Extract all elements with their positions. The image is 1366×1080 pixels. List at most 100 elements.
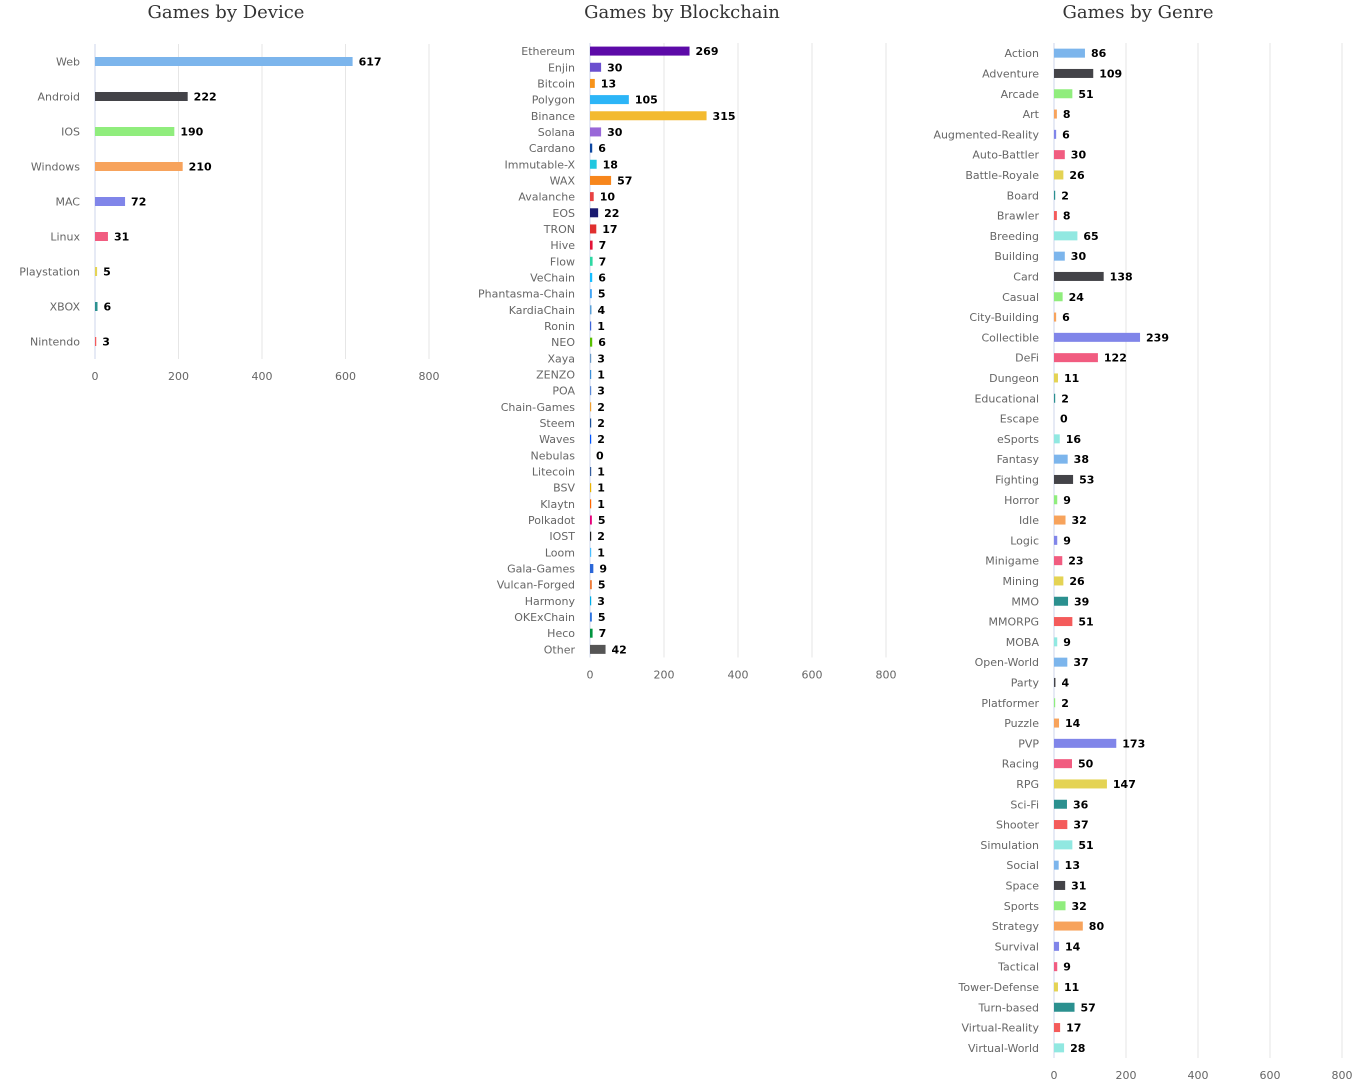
bar-horror[interactable] bbox=[1054, 495, 1058, 505]
bar-ios[interactable] bbox=[95, 127, 175, 136]
bar-binance[interactable] bbox=[590, 111, 707, 121]
bar-phantasma-chain[interactable] bbox=[590, 289, 592, 299]
bar-linux[interactable] bbox=[95, 232, 108, 241]
bar-racing[interactable] bbox=[1054, 759, 1072, 769]
bar-moba[interactable] bbox=[1054, 637, 1058, 647]
bar-avalanche[interactable] bbox=[590, 192, 594, 202]
bar-tron[interactable] bbox=[590, 224, 597, 234]
bar-wax[interactable] bbox=[590, 175, 612, 185]
bar-bsv[interactable] bbox=[590, 483, 592, 493]
data-label-collectible: 239 bbox=[1146, 331, 1169, 344]
bar-rpg[interactable] bbox=[1054, 779, 1107, 789]
bar-educational[interactable] bbox=[1054, 393, 1056, 403]
bar-ethereum[interactable] bbox=[590, 46, 690, 56]
bar-tactical[interactable] bbox=[1054, 962, 1058, 972]
bar-board[interactable] bbox=[1054, 190, 1056, 200]
bar-idle[interactable] bbox=[1054, 515, 1066, 525]
bar-fighting[interactable] bbox=[1054, 474, 1074, 484]
bar-poa[interactable] bbox=[590, 386, 592, 396]
bar-augmented-reality[interactable] bbox=[1054, 129, 1057, 139]
bar-space[interactable] bbox=[1054, 880, 1066, 890]
bar-simulation[interactable] bbox=[1054, 840, 1073, 850]
data-label-sci-fi: 36 bbox=[1073, 798, 1089, 811]
bar-playstation[interactable] bbox=[95, 267, 98, 276]
bar-harmony[interactable] bbox=[590, 596, 592, 606]
bar-art[interactable] bbox=[1054, 109, 1057, 119]
bar-web[interactable] bbox=[95, 57, 353, 66]
bar-city-building[interactable] bbox=[1054, 312, 1057, 322]
bar-nintendo[interactable] bbox=[95, 337, 97, 346]
bar-puzzle[interactable] bbox=[1054, 718, 1060, 728]
bar-okexchain[interactable] bbox=[590, 612, 592, 622]
bar-hive[interactable] bbox=[590, 240, 593, 250]
bar-xbox[interactable] bbox=[95, 302, 98, 311]
bar-enjin[interactable] bbox=[590, 62, 602, 72]
bar-tower-defense[interactable] bbox=[1054, 982, 1058, 992]
bar-adventure[interactable] bbox=[1054, 68, 1094, 78]
bar-building[interactable] bbox=[1054, 251, 1065, 261]
chart-title: Games by Blockchain bbox=[584, 2, 780, 23]
bar-cardano[interactable] bbox=[590, 143, 593, 153]
bar-collectible[interactable] bbox=[1054, 332, 1141, 342]
bar-mac[interactable] bbox=[95, 197, 126, 206]
bar-virtual-reality[interactable] bbox=[1054, 1023, 1061, 1033]
bar-arcade[interactable] bbox=[1054, 89, 1073, 99]
bar-auto-battler[interactable] bbox=[1054, 150, 1065, 160]
bar-chain-games[interactable] bbox=[590, 402, 592, 412]
bar-card[interactable] bbox=[1054, 271, 1104, 281]
bar-logic[interactable] bbox=[1054, 535, 1058, 545]
bar-loom[interactable] bbox=[590, 547, 592, 557]
bar-mining[interactable] bbox=[1054, 576, 1064, 586]
bar-xaya[interactable] bbox=[590, 353, 592, 363]
bar-fantasy[interactable] bbox=[1054, 454, 1068, 464]
bar-shooter[interactable] bbox=[1054, 820, 1068, 830]
bar-minigame[interactable] bbox=[1054, 556, 1063, 566]
data-label-mining: 26 bbox=[1069, 575, 1085, 588]
bar-dungeon[interactable] bbox=[1054, 373, 1058, 383]
bar-open-world[interactable] bbox=[1054, 657, 1068, 667]
bar-heco[interactable] bbox=[590, 628, 593, 638]
bar-polkadot[interactable] bbox=[590, 515, 592, 525]
bar-breeding[interactable] bbox=[1054, 231, 1078, 241]
category-label-tower-defense: Tower-Defense bbox=[958, 981, 1040, 994]
bar-android[interactable] bbox=[95, 92, 188, 101]
bar-ronin[interactable] bbox=[590, 321, 592, 331]
bar-neo[interactable] bbox=[590, 337, 593, 347]
bar-brawler[interactable] bbox=[1054, 211, 1057, 221]
bar-turn-based[interactable] bbox=[1054, 1002, 1075, 1012]
bar-pvp[interactable] bbox=[1054, 738, 1117, 748]
bar-survival[interactable] bbox=[1054, 941, 1060, 951]
bar-vechain[interactable] bbox=[590, 272, 593, 282]
bar-defi[interactable] bbox=[1054, 353, 1098, 363]
bar-solana[interactable] bbox=[590, 127, 602, 137]
bar-immutable-x[interactable] bbox=[590, 159, 597, 169]
bar-social[interactable] bbox=[1054, 860, 1059, 870]
bar-action[interactable] bbox=[1054, 48, 1085, 58]
bar-waves[interactable] bbox=[590, 434, 592, 444]
bar-platformer[interactable] bbox=[1054, 698, 1056, 708]
bar-esports[interactable] bbox=[1054, 434, 1060, 444]
bar-casual[interactable] bbox=[1054, 292, 1063, 302]
bar-polygon[interactable] bbox=[590, 95, 629, 105]
bar-strategy[interactable] bbox=[1054, 921, 1083, 931]
bar-kardiachain[interactable] bbox=[590, 305, 592, 315]
bar-virtual-world[interactable] bbox=[1054, 1043, 1065, 1053]
bar-mmorpg[interactable] bbox=[1054, 617, 1073, 627]
bar-flow[interactable] bbox=[590, 256, 593, 266]
bar-vulcan-forged[interactable] bbox=[590, 580, 592, 590]
bar-litecoin[interactable] bbox=[590, 467, 592, 477]
bar-windows[interactable] bbox=[95, 162, 183, 171]
bar-zenzo[interactable] bbox=[590, 369, 592, 379]
bar-eos[interactable] bbox=[590, 208, 599, 218]
bar-iost[interactable] bbox=[590, 531, 592, 541]
bar-other[interactable] bbox=[590, 644, 606, 654]
bar-gala-games[interactable] bbox=[590, 564, 594, 574]
bar-sci-fi[interactable] bbox=[1054, 799, 1067, 809]
bar-mmo[interactable] bbox=[1054, 596, 1069, 606]
bar-battle-royale[interactable] bbox=[1054, 170, 1064, 180]
bar-steem[interactable] bbox=[590, 418, 592, 428]
bar-bitcoin[interactable] bbox=[590, 78, 595, 88]
bar-klaytn[interactable] bbox=[590, 499, 592, 509]
bar-sports[interactable] bbox=[1054, 901, 1066, 911]
bar-party[interactable] bbox=[1054, 677, 1056, 687]
